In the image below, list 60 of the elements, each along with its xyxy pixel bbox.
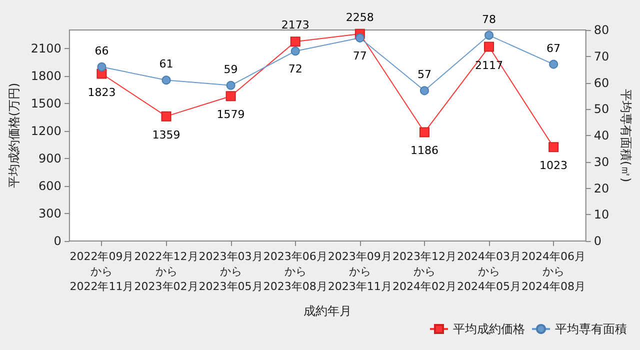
data-label: 57: [417, 68, 432, 82]
data-label: 1823: [88, 86, 116, 99]
y-tick-label: 900: [38, 151, 62, 166]
point: [419, 127, 430, 138]
y2-tick-label: 10: [594, 208, 610, 222]
point: [161, 111, 172, 122]
y-tick-label: 0: [54, 234, 62, 248]
data-label: 78: [482, 12, 496, 26]
y-tick-label: 1500: [30, 96, 62, 110]
x-axis-title: 成約年月: [304, 304, 352, 318]
data-label: 2173: [281, 18, 310, 32]
x-tick-label: 2023年12月から2024年02月: [392, 250, 456, 293]
y-tick-label: 2100: [30, 41, 62, 56]
legend-label: 平均専有面積: [555, 322, 627, 336]
x-tick-label: 2024年03月から2024年05月: [457, 250, 522, 293]
data-label: 59: [224, 62, 238, 76]
y2-tick-label: 20: [594, 181, 610, 196]
data-label: 2117: [475, 58, 504, 72]
point: [162, 76, 171, 85]
legend-label: 平均成約価格: [453, 322, 525, 336]
x-tick-label: 2022年09月から2022年11月: [70, 250, 134, 293]
y-tick-label: 600: [38, 178, 62, 193]
x-tick-label: 2023年03月から2023年05月: [198, 250, 263, 293]
point: [355, 33, 364, 42]
y2-axis-title: 平均専有面積(㎡): [619, 88, 633, 182]
y2-tick-label: 70: [594, 49, 610, 64]
point: [290, 36, 300, 47]
data-label: 1579: [216, 108, 245, 122]
point: [420, 86, 429, 96]
y2-tick-label: 80: [594, 23, 610, 37]
y-axis-title: 平均成約価格(万円): [7, 82, 21, 188]
point: [97, 62, 106, 72]
data-label: 1359: [152, 128, 180, 142]
data-label: 1186: [410, 144, 438, 158]
data-label: 61: [159, 58, 174, 71]
y2-tick-label: 30: [594, 154, 610, 169]
x-tick-label: 2022年12月から2023年02月: [134, 250, 198, 293]
data-label: 2258: [346, 10, 374, 24]
x-tick-label: 2023年09月から2023年11月: [328, 250, 392, 293]
point: [484, 42, 494, 52]
data-label: 1023: [540, 159, 568, 172]
y-tick-label: 300: [38, 206, 62, 220]
x-tick-label: 2024年06月から2024年08月: [522, 250, 586, 293]
y2-tick-label: 40: [594, 128, 610, 142]
data-label: 66: [94, 44, 109, 58]
y-tick-label: 1800: [30, 68, 62, 83]
y2-tick-label: 50: [594, 102, 610, 116]
data-label: 67: [546, 42, 561, 55]
point: [548, 142, 559, 152]
point: [226, 80, 236, 90]
y-tick-label: 1200: [30, 124, 62, 138]
point: [226, 91, 236, 102]
point: [549, 60, 558, 69]
point: [484, 30, 494, 40]
y2-tick-label: 0: [594, 234, 602, 248]
y2-tick-label: 60: [594, 76, 610, 90]
x-tick-label: 2023年06月から2023年08月: [263, 250, 328, 293]
point: [290, 46, 300, 56]
data-label: 77: [352, 49, 367, 62]
data-label: 72: [288, 62, 302, 76]
